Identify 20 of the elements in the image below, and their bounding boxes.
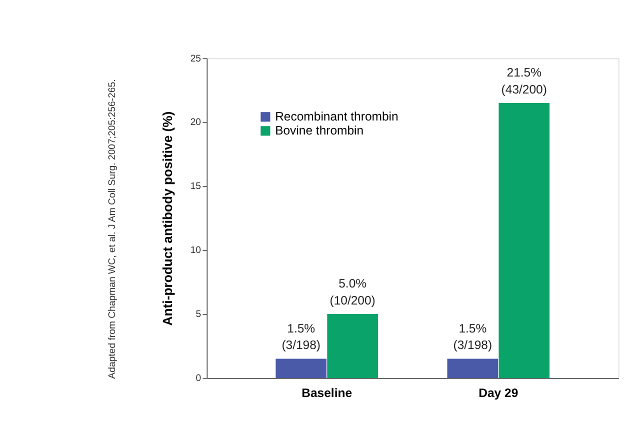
bar <box>276 358 327 378</box>
y-tick-label: 10 <box>190 245 202 256</box>
legend-label: Bovine thrombin <box>275 123 364 138</box>
legend-label: Recombinant thrombin <box>275 109 399 124</box>
y-tick-label: 5 <box>196 309 202 320</box>
data-label: 1.5% (3/198) <box>282 321 321 352</box>
x-tick-label: Baseline <box>302 386 352 400</box>
x-tick-label: Day 29 <box>478 386 518 400</box>
data-label: 5.0% (10/200) <box>330 276 376 308</box>
y-tick-label: 20 <box>190 117 202 128</box>
data-label: 1.5% (3/198) <box>453 321 492 352</box>
y-axis-title: Anti-product antibody positive (%) <box>160 111 175 326</box>
bar <box>327 314 378 378</box>
y-tick-label: 15 <box>190 181 202 192</box>
data-label: 21.5% (43/200) <box>501 66 547 96</box>
y-tick-label: 0 <box>196 373 202 384</box>
y-tick-label: 25 <box>190 53 202 64</box>
text: Adapted from Chapman WC, et al. J Am Coll Surg. 2007;205:256-265. <box>106 79 118 379</box>
bar <box>498 102 550 378</box>
bar <box>447 358 498 378</box>
